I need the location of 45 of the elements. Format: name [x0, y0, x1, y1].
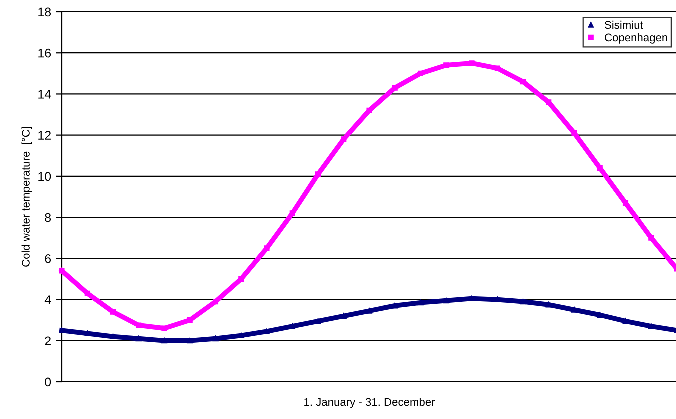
point: [494, 66, 500, 72]
legend-label: Sisimiut: [604, 20, 644, 30]
y-tick-label: 16: [38, 48, 52, 58]
point: [418, 70, 424, 76]
point: [187, 318, 193, 324]
point: [59, 328, 65, 334]
point: [469, 296, 475, 302]
y-tick-label: 10: [38, 172, 52, 182]
point: [59, 268, 65, 274]
point: [238, 332, 244, 339]
point: [572, 130, 578, 136]
point: [238, 276, 244, 282]
point: [366, 108, 372, 114]
y-tick-label: 2: [45, 336, 51, 346]
point: [597, 165, 603, 171]
point: [136, 322, 142, 328]
x-axis-title: 1. January - 31. December: [304, 398, 436, 408]
point: [212, 299, 219, 305]
point: [341, 136, 347, 142]
line-series: [59, 296, 676, 344]
y-tick-label: 14: [38, 90, 52, 99]
point: [546, 100, 552, 106]
point: [520, 79, 526, 85]
point: [648, 235, 654, 241]
legend-label: Copenhagen: [605, 33, 668, 44]
y-tick-label: 12: [38, 131, 51, 140]
point: [444, 62, 450, 68]
point: [315, 172, 322, 178]
line-series: [59, 60, 676, 332]
point: [264, 246, 270, 252]
y-tick-label: 18: [38, 8, 52, 17]
point: [162, 326, 168, 332]
y-axis-title: Cold water temperature [°C]: [22, 127, 32, 267]
point: [84, 290, 90, 296]
y-tick-label: 8: [45, 213, 52, 222]
point: [110, 309, 116, 315]
point: [290, 210, 296, 216]
point: [469, 60, 475, 66]
point: [622, 200, 629, 206]
y-tick-label: 6: [45, 254, 52, 264]
point: [392, 85, 398, 91]
y-tick-label: 4: [44, 296, 52, 304]
point: [264, 328, 270, 334]
point: [84, 330, 90, 336]
y-tick-label: 0: [45, 378, 52, 387]
